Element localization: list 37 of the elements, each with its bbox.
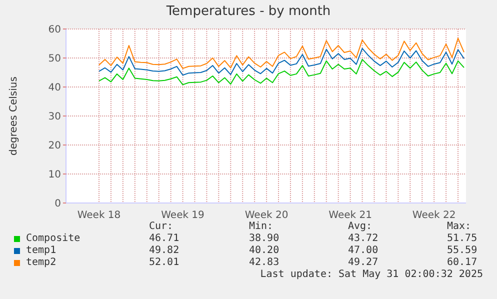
text: 49.27	[348, 257, 378, 268]
y-tick-label: 20	[48, 140, 61, 152]
text: 55.59	[447, 245, 478, 256]
y-tick-label: 10	[48, 170, 61, 181]
legend-label: Composite	[26, 233, 80, 244]
legend-label: temp2	[26, 257, 56, 268]
text: Min:	[249, 221, 274, 232]
text: 51.75	[447, 233, 478, 244]
text: Max:	[447, 221, 472, 232]
text: 52.01	[149, 257, 180, 268]
text: Last update: Sat May 31 02:00:32 2025	[260, 269, 483, 280]
text: 42.83	[249, 257, 280, 268]
x-tick-label: Week 18	[77, 210, 121, 222]
y-tick-label: 60	[48, 24, 61, 36]
text: 40.20	[249, 245, 280, 256]
text: 46.71	[149, 233, 180, 244]
text: Avg:	[348, 221, 372, 232]
y-tick-label: 0	[54, 198, 61, 210]
x-tick-label: Week 20	[244, 210, 288, 222]
line-series	[98, 58, 464, 86]
text: Cur:	[149, 221, 174, 232]
text: 60.17	[447, 257, 478, 268]
y-tick-label: 40	[48, 82, 61, 94]
x-tick-label: Week 19	[161, 210, 204, 222]
text: 49.82	[149, 245, 180, 256]
text: 47.00	[348, 245, 378, 256]
y-tick-label: 50	[48, 54, 61, 65]
legend-label: temp1	[26, 245, 56, 256]
x-tick-label: Week 21	[328, 210, 372, 222]
y-tick-label: 30	[48, 112, 61, 123]
line-series	[98, 48, 464, 76]
y-axis-title: degrees Celsius	[8, 76, 20, 156]
line-series	[98, 38, 464, 69]
text: 43.72	[348, 233, 378, 244]
text: 38.90	[249, 233, 280, 244]
x-tick-label: Week 22	[412, 210, 456, 222]
chart-title: Temperatures - by month	[165, 4, 332, 19]
